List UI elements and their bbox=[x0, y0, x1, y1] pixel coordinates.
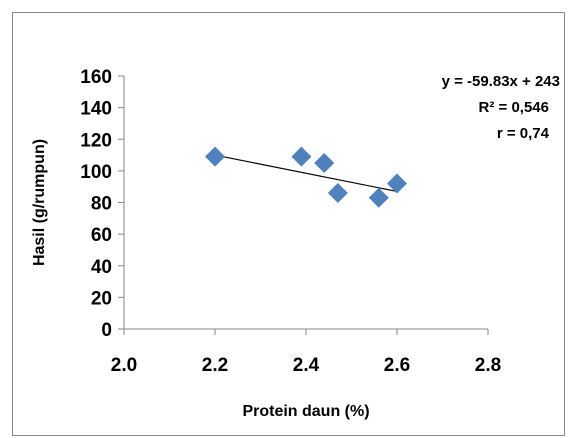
x-axis-label: Protein daun (%) bbox=[242, 403, 369, 420]
data-point bbox=[314, 152, 335, 173]
y-tick-label: 20 bbox=[91, 288, 112, 309]
data-point bbox=[368, 187, 389, 208]
regression-annotation: y = -59.83x + 243 bbox=[442, 73, 560, 90]
data-point bbox=[291, 146, 312, 167]
x-tick-label: 2.6 bbox=[384, 355, 410, 376]
y-tick-label: 0 bbox=[101, 320, 112, 341]
data-point bbox=[327, 183, 348, 204]
y-tick-label: 80 bbox=[91, 194, 112, 215]
y-tick-label: 120 bbox=[80, 130, 112, 151]
x-tick-label: 2.2 bbox=[202, 355, 228, 376]
trendline-group bbox=[214, 154, 398, 193]
y-tick-label: 140 bbox=[80, 99, 112, 120]
points-group bbox=[205, 146, 407, 208]
y-tick-label: 40 bbox=[91, 257, 112, 278]
y-tick-label: 60 bbox=[91, 225, 112, 246]
regression-annotation: R² = 0,546 bbox=[479, 99, 549, 116]
x-tick-label: 2.0 bbox=[111, 355, 137, 376]
x-tick-label: 2.4 bbox=[293, 355, 320, 376]
data-point bbox=[387, 173, 407, 194]
labels-group: Protein daun (%) Hasil (g/rumpun) y = -59.… bbox=[31, 73, 560, 420]
y-tick-label: 100 bbox=[80, 162, 112, 183]
trendline bbox=[214, 154, 398, 193]
regression-annotation: r = 0,74 bbox=[497, 125, 550, 142]
chart-frame bbox=[12, 12, 565, 436]
data-point bbox=[205, 146, 225, 167]
y-axis-label: Hasil (g/rumpun) bbox=[31, 139, 48, 266]
axes: 0 20 40 60 80 100 120 140 160 2.0 2.2 2.4 2.6 2.8 bbox=[80, 67, 501, 376]
y-tick-label: 160 bbox=[80, 67, 112, 88]
x-tick-label: 2.8 bbox=[475, 355, 501, 376]
